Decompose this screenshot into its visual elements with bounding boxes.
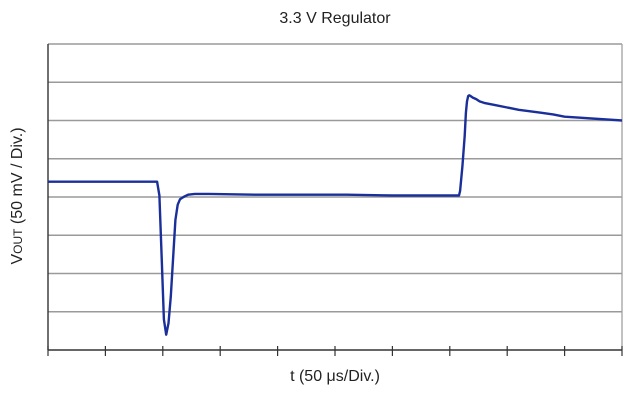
x-axis-label: t (50 μs/Div.) — [290, 368, 380, 385]
series-line — [48, 94, 623, 336]
chart-title: 3.3 V Regulator — [279, 10, 391, 27]
